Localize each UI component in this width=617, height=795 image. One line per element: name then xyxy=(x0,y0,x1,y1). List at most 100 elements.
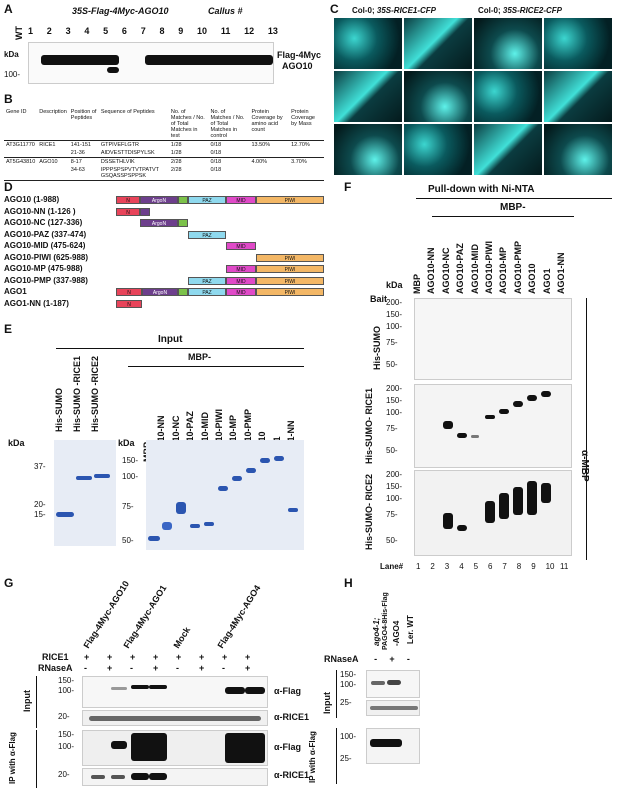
domain-piwi: PIWI xyxy=(256,276,324,285)
panel-c-right-title: Col-0; 35S-RICE2-CFP xyxy=(478,6,563,15)
micrograph xyxy=(474,71,542,122)
sign: - xyxy=(406,654,410,664)
panel-e-kda-left: kDa xyxy=(8,438,25,448)
domain-nt: N xyxy=(116,196,140,204)
marker: 75- xyxy=(122,502,134,511)
domain-nt: N xyxy=(116,299,142,308)
table-cell: 141-151 xyxy=(70,142,91,148)
panel-g-ab-rice1-2: α-RICE1 xyxy=(274,770,310,780)
domain-nt: N xyxy=(116,288,142,296)
marker: 200- xyxy=(386,384,403,393)
panel-a-lane-7: 7 xyxy=(140,26,146,36)
panel-c-label: C xyxy=(330,2,339,16)
panel-g-ab-rice1-1: α-RICE1 xyxy=(274,712,310,722)
panel-h-sample-1c: -AGO4 xyxy=(392,620,401,646)
table-cell: AT3G11770 xyxy=(6,142,35,148)
sign: + xyxy=(153,663,159,673)
construct-label: AGO1-NN (1-187) xyxy=(4,298,69,308)
panel-g-input: Input xyxy=(22,690,32,712)
panel-g-ab-flag-1: α-Flag xyxy=(274,686,302,696)
domain-piwi: PIWI xyxy=(256,196,324,204)
panel-h-ip-bracket xyxy=(336,728,337,784)
construct-label: AGO10-PIWI (625-988) xyxy=(4,252,89,262)
panel-e-kda-right: kDa xyxy=(118,438,135,448)
domain-duf xyxy=(178,219,188,227)
sign: + xyxy=(130,652,136,662)
domain-mid: MID xyxy=(226,276,256,285)
domain-mid: MID xyxy=(226,242,256,250)
table-cell: RICE1 xyxy=(39,142,56,148)
panel-g-input-rice1-blot xyxy=(82,710,268,726)
lane-number: 4 xyxy=(459,562,464,571)
panel-b-label: B xyxy=(4,92,13,106)
marker: 20- xyxy=(34,500,46,509)
construct-label: AGO10-NN (1-126 ) xyxy=(4,206,76,216)
domain-paz: PAZ xyxy=(188,196,226,204)
table-cell: 8-17 xyxy=(70,159,82,165)
construct-label: AGO10 (1-988) xyxy=(4,195,60,204)
panel-f-lane: AGO10-MID xyxy=(469,243,480,294)
panel-a-lane-5: 5 xyxy=(103,26,109,36)
micrograph xyxy=(544,71,612,122)
sign: + xyxy=(199,652,205,662)
lane-number: 2 xyxy=(430,562,435,571)
table-cell: 21-36 xyxy=(70,150,85,156)
panel-g-ip: IP with α-Flag xyxy=(8,732,17,784)
sign: + xyxy=(222,652,228,662)
panel-f-blot-1 xyxy=(414,298,572,380)
panel-g-ip-rice1-blot xyxy=(82,768,268,786)
panel-f-lane: AGO1-NN xyxy=(556,252,566,294)
domain-argo xyxy=(140,207,150,216)
panel-h-input-bracket xyxy=(336,670,337,718)
panel-a-callus: Callus # xyxy=(208,6,243,16)
marker: 20- xyxy=(58,712,70,721)
table-cell xyxy=(4,166,37,181)
table-cell xyxy=(37,166,69,181)
panel-f-blot-3 xyxy=(414,470,572,556)
panel-f-blot-2 xyxy=(414,384,572,468)
panel-e-left-lane: His-SUMO -RICE2 xyxy=(90,355,100,432)
panel-a-title: 35S-Flag-4Myc-AGO10 xyxy=(72,6,169,16)
panel-a-lane-12: 12 xyxy=(244,26,255,36)
panel-a-wt: WT xyxy=(14,26,24,40)
marker: 75- xyxy=(386,338,398,347)
sign: - xyxy=(176,663,179,673)
panel-b-header: Gene ID xyxy=(4,108,38,141)
marker: 150- xyxy=(58,730,75,739)
table-cell: 0/18 xyxy=(210,150,222,156)
panel-f-lane: AGO10-PAZ xyxy=(455,243,466,294)
lane-number: 8 xyxy=(516,562,522,571)
table-cell xyxy=(289,166,324,181)
panel-g-input-flag-blot xyxy=(82,676,268,708)
panel-b-header: No. of Matches / No. of Total Matches in… xyxy=(168,108,209,141)
construct-label: AGO10-PAZ (337-474) xyxy=(4,229,87,239)
panel-e-gel-left xyxy=(54,440,116,546)
sign: + xyxy=(107,652,113,662)
panel-a-kda: kDa xyxy=(4,50,19,59)
micrograph xyxy=(334,71,402,122)
marker: 100- xyxy=(58,742,75,751)
panel-f-lane-label: Lane# xyxy=(380,562,404,571)
domain-mid: MID xyxy=(226,288,256,296)
construct-label: AGO10-NC (127-336) xyxy=(4,218,83,227)
lane-number: 5 xyxy=(473,562,479,571)
domain-paz: PAZ xyxy=(188,276,226,285)
table-row: AT5G43810 AGO10 8-17 DSSETHLVIK 2/28 0/18 4.00… xyxy=(4,158,324,167)
panel-e-mbp-rule xyxy=(128,366,304,367)
table-cell: 3.70% xyxy=(291,159,307,165)
panel-a-lane-10: 10 xyxy=(197,26,208,36)
panel-g-ip-bracket xyxy=(36,730,37,788)
table-cell: 13.50% xyxy=(251,142,271,148)
sign: - xyxy=(130,663,133,673)
domain-piwi: PIWI xyxy=(256,265,324,273)
panel-h-ip-blot xyxy=(366,728,420,764)
domain-nt: N xyxy=(116,207,140,216)
panel-h-label: H xyxy=(344,576,353,590)
construct-label: AGO10-MP (475-988) xyxy=(4,264,83,273)
table-cell xyxy=(37,149,69,158)
panel-h-signs: - + - xyxy=(368,654,416,664)
panel-f-row-3: His-SUMO- RICE2 xyxy=(364,474,374,551)
panel-f-antibody: α-MBP xyxy=(579,450,590,482)
panel-e-label: E xyxy=(4,322,13,336)
panel-f-lanes: MBP AGO10-NN AGO10-NC AGO10-PAZ AGO10-MID AGO… xyxy=(412,222,582,294)
